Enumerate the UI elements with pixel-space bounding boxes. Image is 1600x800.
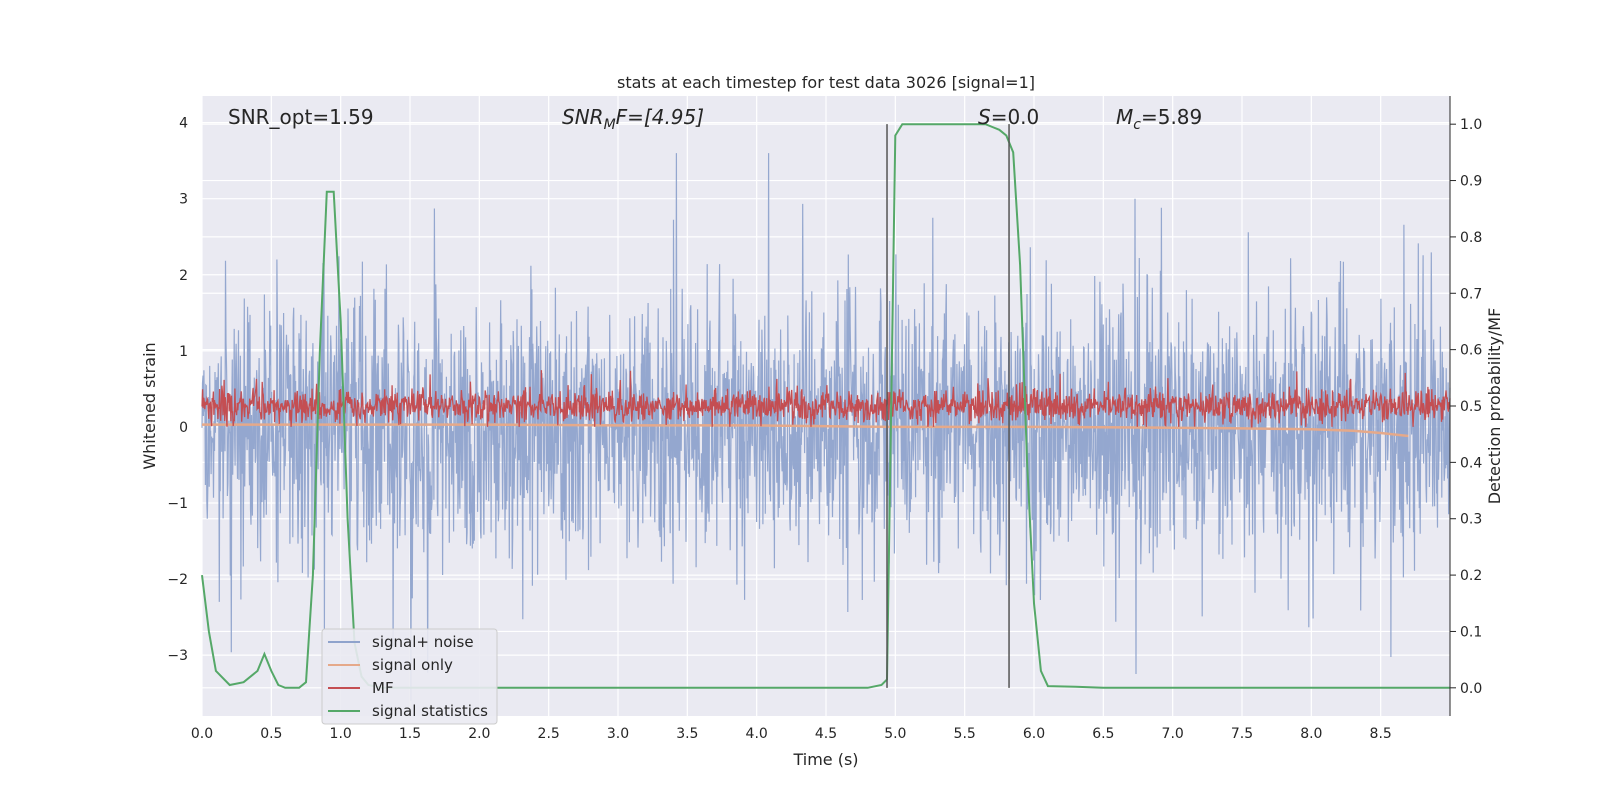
y-right-tick-label: 0.1	[1460, 624, 1482, 640]
y-right-tick-label: 0.5	[1460, 399, 1482, 415]
annotation-snr-opt: SNR_opt=1.59	[228, 105, 374, 129]
y-right-tick-label: 0.6	[1460, 343, 1482, 359]
snr-mf-sub: M	[604, 117, 616, 133]
y-left-tick-label: −2	[167, 572, 188, 588]
x-tick-label: 4.0	[746, 726, 768, 742]
series-mf	[201, 370, 1451, 428]
y-right-tick-label: 0.9	[1460, 174, 1482, 190]
y-left-tick-label: 0	[179, 420, 188, 436]
y-right-tick-label: 0.2	[1460, 568, 1482, 584]
chart-title: stats at each timestep for test data 302…	[617, 73, 1035, 92]
x-tick-label: 2.5	[538, 726, 560, 742]
annotation-s: S=0.0	[978, 105, 1039, 129]
legend-label-signal-statistics: signal statistics	[372, 702, 488, 720]
mc-sub: c	[1133, 117, 1141, 133]
y-right-tick-label: 1.0	[1460, 117, 1482, 133]
series-signal-noise	[201, 153, 1451, 701]
y-left-tick-label: −3	[167, 648, 188, 664]
legend-box	[321, 628, 498, 725]
y-right-tick-label: 0.0	[1460, 681, 1482, 697]
s-var: S	[978, 105, 991, 129]
y-right-tick-label: 0.3	[1460, 512, 1482, 528]
x-tick-label: 8.5	[1370, 726, 1392, 742]
annotation-mc: Mc=5.89	[1116, 105, 1202, 133]
y-left-axis-label: Whitened strain	[140, 342, 159, 469]
legend-label-signal-noise: signal+ noise	[372, 633, 474, 651]
vertical-markers	[886, 124, 1010, 688]
legend: signal+ noise signal only MF signal stat…	[321, 628, 498, 725]
x-tick-label: 0.0	[191, 726, 213, 742]
y-right-tick-labels: 0.0 0.1 0.2 0.3 0.4 0.5 0.6 0.7 0.8 0.9 1.0	[1449, 96, 1482, 716]
x-tick-label: 5.0	[884, 726, 906, 742]
series-signal-statistics	[201, 123, 1450, 689]
annotation-snr-mf: SNRMF=[4.95]	[562, 105, 704, 133]
x-tick-label: 1.0	[330, 726, 352, 742]
legend-label-signal-only: signal only	[372, 656, 453, 674]
mc-rest: =5.89	[1141, 105, 1202, 129]
x-tick-label: 3.0	[607, 726, 629, 742]
y-right-tick-label: 0.8	[1460, 230, 1482, 246]
snr-mf-base: SNR	[562, 105, 604, 129]
x-tick-label: 6.0	[1023, 726, 1045, 742]
series-layer	[201, 123, 1451, 701]
s-rest: =0.0	[991, 105, 1040, 129]
y-left-tick-label: 2	[179, 268, 188, 284]
y-left-tick-label: −1	[167, 496, 188, 512]
x-tick-label: 7.5	[1231, 726, 1253, 742]
x-tick-label: 0.5	[260, 726, 282, 742]
x-tick-label: 6.5	[1092, 726, 1114, 742]
x-tick-label: 4.5	[815, 726, 837, 742]
series-signal-only	[202, 423, 1409, 438]
y-left-tick-labels: −3 −2 −1 0 1 2 3 4	[167, 116, 188, 665]
y-right-tick-label: 0.7	[1460, 286, 1482, 302]
legend-label-mf: MF	[372, 679, 394, 697]
mc-var: M	[1116, 105, 1133, 129]
y-right-tick-label: 0.4	[1460, 455, 1482, 471]
x-tick-label: 3.5	[676, 726, 698, 742]
x-tick-label: 7.0	[1162, 726, 1184, 742]
y-left-tick-label: 3	[179, 192, 188, 208]
y-left-tick-label: 4	[179, 116, 188, 132]
x-tick-labels: 0.0 0.5 1.0 1.5 2.0 2.5 3.0 3.5 4.0 4.5 5.0 5.5 6.0 6…	[191, 726, 1392, 742]
x-axis-label: Time (s)	[792, 750, 858, 769]
snr-mf-rest: F=[4.95]	[616, 105, 704, 129]
x-tick-label: 8.0	[1300, 726, 1322, 742]
x-tick-label: 1.5	[399, 726, 421, 742]
x-tick-label: 5.5	[954, 726, 976, 742]
y-right-axis-label: Detection probability/MF	[1485, 308, 1504, 505]
x-tick-label: 2.0	[468, 726, 490, 742]
y-left-tick-label: 1	[179, 344, 188, 360]
